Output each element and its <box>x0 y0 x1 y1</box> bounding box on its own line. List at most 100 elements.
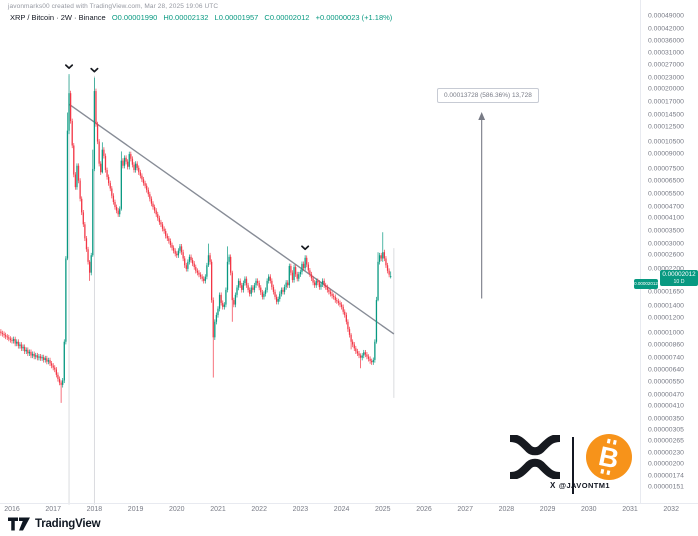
candle-body <box>177 250 180 256</box>
last-price-value: 0.00002012 <box>662 271 696 279</box>
candle-body <box>36 355 38 358</box>
candle-body <box>212 300 214 338</box>
candle-body <box>68 93 70 131</box>
candle-body <box>306 257 308 265</box>
candle-body <box>25 349 27 352</box>
candle-body <box>112 195 115 202</box>
price-tick-label: 0.00036000 <box>648 37 684 45</box>
price-tick-label: 0.00005500 <box>648 190 684 198</box>
candle-body <box>325 285 327 288</box>
price-tick-label: 0.00001650 <box>648 288 684 296</box>
candle-body <box>275 296 278 302</box>
candle-body <box>380 255 382 259</box>
candle-body <box>296 274 298 279</box>
candle-body <box>52 365 54 368</box>
price-tick-label: 0.00000200 <box>648 460 684 468</box>
price-tick-label: 0.00000860 <box>648 341 684 349</box>
candle-body <box>364 352 367 355</box>
price-axis[interactable]: 0.00049000 0.00042000 0.00036000 0.00031000… <box>640 0 698 503</box>
candle-body <box>196 270 199 273</box>
candle-body <box>201 276 203 279</box>
candle-body <box>199 274 202 277</box>
price-tick-label: 0.00010500 <box>648 138 684 145</box>
candle-body <box>358 353 360 356</box>
candle-body <box>301 263 303 272</box>
candle-body <box>41 357 43 359</box>
candle-body <box>1 333 4 334</box>
candle-body <box>120 160 122 209</box>
price-tick-label: 0.00006500 <box>648 177 684 185</box>
price-tick-label: 0.00012500 <box>648 123 684 131</box>
candle-body <box>350 334 352 342</box>
price-tick-label: 0.00007500 <box>648 165 684 173</box>
candle-body <box>3 333 5 336</box>
price-tick-label: 0.00009000 <box>648 150 684 158</box>
candle-body <box>233 300 235 305</box>
candle-body <box>237 280 240 288</box>
price-tick-label: 0.00000740 <box>648 354 684 362</box>
time-axis[interactable]: 2016 2017 2018 2019 2020 2021 2022 2023 2024 2025… <box>0 504 698 518</box>
candle-body <box>101 149 103 173</box>
candle-body <box>60 382 62 385</box>
candle-body <box>84 224 86 239</box>
candle-body <box>153 207 156 211</box>
candle-body <box>320 284 322 288</box>
candle-body <box>92 168 94 256</box>
candle-body <box>294 267 297 275</box>
candle-body <box>16 341 18 344</box>
price-tick-label: 0.00000305 <box>648 426 684 434</box>
candle-body <box>363 352 365 356</box>
ohlc-high: H0.00002132 <box>163 13 209 22</box>
candle-body <box>44 358 46 360</box>
candle-body <box>165 231 167 236</box>
price-tick-label: 0.00000640 <box>648 366 684 374</box>
year-tick-label: 2027 <box>457 506 473 513</box>
candle-body <box>339 302 341 305</box>
candle-body <box>277 299 279 302</box>
price-target-callout[interactable]: 0.00013728 (586.36%) 13,728 <box>437 88 539 103</box>
candle-body <box>127 161 129 167</box>
candle-body <box>117 210 119 215</box>
candle-body <box>73 145 75 175</box>
candle-body <box>130 154 132 159</box>
candle-body <box>239 280 241 286</box>
candle-body <box>93 91 96 169</box>
price-tick-label: 0.00031000 <box>648 49 684 57</box>
candle-body <box>11 339 13 341</box>
candle-body <box>157 214 159 219</box>
candle-body <box>85 238 88 250</box>
year-tick-label: 2016 <box>4 506 20 513</box>
candle-body <box>38 356 40 358</box>
candle-body <box>331 293 333 296</box>
ohlc-close: C0.00002012 <box>264 13 310 22</box>
candle-body <box>57 374 59 379</box>
candle-body <box>160 222 162 225</box>
candle-body <box>371 361 373 363</box>
candle-body <box>152 203 154 208</box>
candle-body <box>191 260 194 264</box>
year-tick-label: 2023 <box>292 506 309 513</box>
candle-body <box>96 124 99 142</box>
candle-body <box>31 353 34 356</box>
candle-body <box>315 280 317 286</box>
candle-body <box>142 179 145 184</box>
candle-body <box>180 246 183 253</box>
candle-body <box>356 351 359 354</box>
candle-body <box>226 261 229 290</box>
price-tick-label: 0.00000550 <box>648 378 684 386</box>
candle-body <box>138 167 140 173</box>
symbol-title: XRP / Bitcoin · 2W · Binance <box>10 13 106 22</box>
year-tick-label: 2024 <box>333 506 350 513</box>
candle-body <box>340 304 343 307</box>
candle-body <box>33 353 35 357</box>
candle-body <box>107 176 110 184</box>
candle-body <box>141 175 143 180</box>
candle-body <box>231 272 233 301</box>
candle-body <box>255 280 257 286</box>
candle-body <box>383 252 386 259</box>
xrp-logo-icon <box>509 435 561 479</box>
candle-body <box>139 172 141 176</box>
candle-body <box>158 218 161 223</box>
candle-body <box>304 257 306 269</box>
